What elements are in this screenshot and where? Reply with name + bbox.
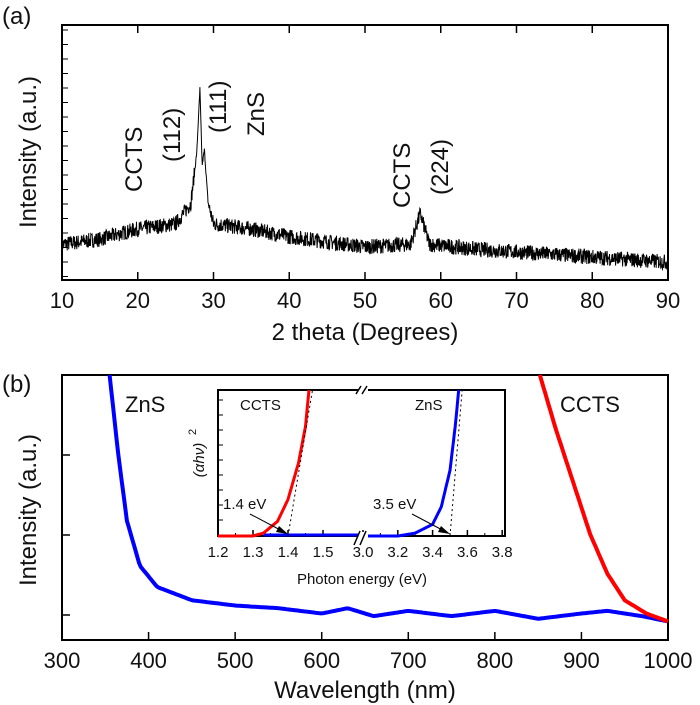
inset-x-tick-label: 1.4 — [278, 544, 299, 561]
inset-plot: 1.2 1.3 1.4 1.5 3.0 3.2 3.4 3.6 3.8 — [208, 385, 513, 561]
axis-break-top-icon — [355, 385, 368, 395]
axis-break-gap-top — [358, 386, 368, 394]
x-tick-label-b: 300 — [44, 648, 81, 673]
inset-x-tick-label: 3.8 — [492, 544, 513, 561]
x-axis-label-a: 2 theta (Degrees) — [272, 319, 459, 346]
zns-series-line — [107, 374, 668, 624]
inset-label-zns: ZnS — [415, 397, 443, 414]
arrowhead-icon — [276, 526, 288, 534]
x-tick-label-b: 500 — [217, 648, 254, 673]
inset-x-tick-label: 3.6 — [457, 544, 478, 561]
inset-x-tick-label: 3.0 — [353, 544, 374, 561]
tangent-label-ccts: 1.4 eV — [223, 496, 266, 513]
annotation-111: (111) — [205, 81, 232, 133]
arrowhead-icon — [438, 526, 450, 534]
inset-y-label-sup: 2 — [187, 429, 199, 435]
annotation-zns: ZnS — [243, 92, 270, 136]
x-tick-label-a: 50 — [353, 288, 377, 313]
inset-x-axis-label: Photon energy (eV) — [297, 571, 427, 588]
plot-frame-b — [61, 374, 669, 641]
x-tick-label-a: 30 — [201, 288, 225, 313]
x-axis-label-b: Wavelength (nm) — [274, 677, 456, 704]
legend-zns: ZnS — [125, 392, 165, 417]
inset-ccts-curve — [218, 389, 311, 538]
x-tick-label-b: 700 — [390, 648, 427, 673]
inset-y-label-text: (αhν) — [191, 443, 208, 477]
axis-break-gap-bottom — [358, 532, 368, 540]
inset-y-axis-label: (αhν) 2 — [187, 429, 208, 477]
x-tick-label-a: 60 — [429, 288, 453, 313]
x-tick-label-b: 600 — [303, 648, 340, 673]
x-tick-label-a: 70 — [504, 288, 528, 313]
panel-label-b: (b) — [2, 371, 31, 398]
x-tick-label-a: 80 — [580, 288, 604, 313]
inset-x-tick-label: 1.2 — [208, 544, 229, 561]
x-tick-label-a: 10 — [50, 288, 74, 313]
ccts-series-line — [537, 374, 669, 624]
xrd-plot: 10 20 30 40 50 60 70 80 90 — [50, 24, 680, 313]
absorption-plot: 300 400 500 600 700 800 900 1000 — [44, 374, 693, 673]
annotation-112: (112) — [159, 108, 186, 162]
inset-x-tick-label: 3.2 — [387, 544, 408, 561]
inset-label-ccts: CCTS — [240, 397, 281, 414]
inset-zns-curve — [363, 389, 461, 538]
x-tick-label-a: 40 — [277, 288, 301, 313]
plot-frame-a — [61, 24, 669, 281]
annotation-ccts: CCTS — [121, 127, 148, 192]
x-tick-label-b: 400 — [130, 648, 167, 673]
x-tick-label-b: 900 — [563, 648, 600, 673]
inset-x-tick-label: 3.4 — [422, 544, 443, 561]
x-tick-label-a: 90 — [656, 288, 680, 313]
xrd-series-line — [61, 87, 669, 272]
legend-ccts: CCTS — [560, 392, 620, 417]
panel-label-a: (a) — [2, 3, 31, 30]
x-tick-label-b: 1000 — [644, 648, 693, 673]
annotation-ccts-224: CCTS — [389, 143, 416, 208]
x-tick-label-b: 800 — [476, 648, 513, 673]
x-tick-label-a: 20 — [126, 288, 150, 313]
axis-break-bottom-icon — [353, 530, 367, 546]
inset-x-tick-label: 1.5 — [313, 544, 334, 561]
inset-x-tick-label: 1.3 — [243, 544, 264, 561]
y-axis-label-a: Intensity (a.u.) — [15, 76, 42, 228]
annotation-224: (224) — [427, 139, 454, 195]
y-axis-label-b: Intensity (a.u.) — [15, 434, 42, 586]
tangent-label-zns: 3.5 eV — [373, 496, 416, 513]
